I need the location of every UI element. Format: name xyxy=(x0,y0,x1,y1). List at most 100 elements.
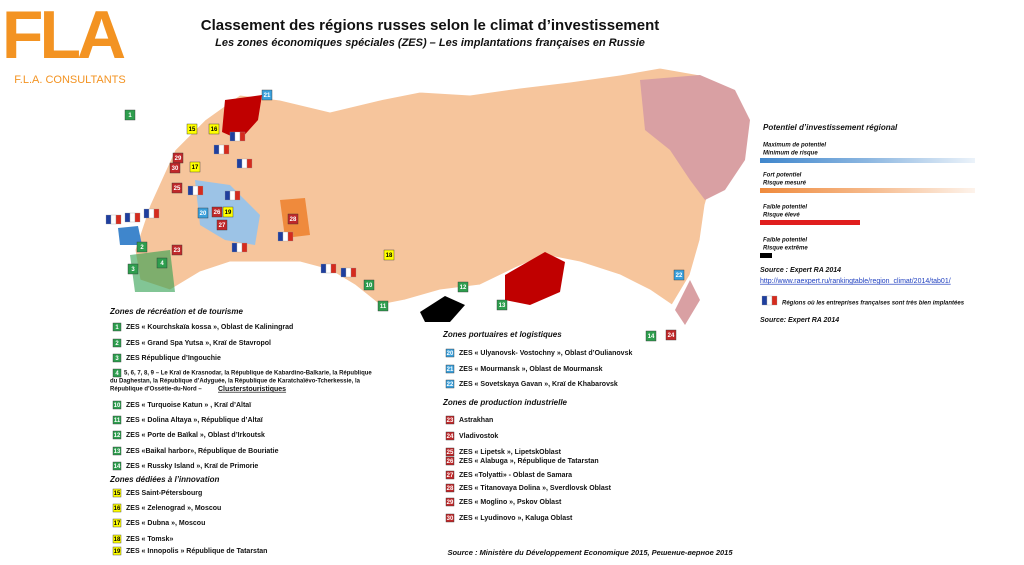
zone-item: ZES « Ulyanovsk- Vostochny », Oblast d’O… xyxy=(459,350,632,357)
flag xyxy=(761,295,768,306)
number-box xyxy=(197,207,209,219)
zone-item: ZES « Grand Spa Yutsa », Kraï de Stavrop… xyxy=(126,340,271,347)
zones: Zones de récréation et de tourisme 1 ZES «… xyxy=(109,307,632,556)
zone-title: Zones dédiées à l’innovation xyxy=(109,475,219,484)
number-box xyxy=(645,330,657,342)
number-box xyxy=(112,368,122,378)
number-label: 13 xyxy=(499,303,506,309)
logo-mark: FLA xyxy=(2,0,125,73)
zone-item: ZES «Baikal harbor», République de Bouri… xyxy=(126,448,279,455)
number-label: 25 xyxy=(174,186,181,192)
south-region xyxy=(118,226,142,245)
number-label: 12 xyxy=(114,433,121,439)
legend-bar xyxy=(760,253,772,258)
zone-item: ZES « Mourmansk », Oblast de Mourmansk xyxy=(459,366,603,373)
number-box xyxy=(363,279,375,291)
number-label: 20 xyxy=(447,351,454,357)
tuva-region xyxy=(420,296,465,322)
flag xyxy=(345,267,352,278)
far-east-region xyxy=(640,75,750,200)
zone-item: ZES « Innopolis » République de Tatarsta… xyxy=(126,548,267,555)
number-label: 28 xyxy=(447,486,454,492)
flag xyxy=(218,144,225,155)
number-label: 16 xyxy=(114,506,121,512)
number-label: 26 xyxy=(214,210,221,216)
number-label: 10 xyxy=(114,403,121,409)
zone-item: ZES « Sovetskaya Gavan », Kraï de Khabar… xyxy=(459,381,618,388)
number-label: 30 xyxy=(172,166,179,172)
number-label: 3 xyxy=(131,267,135,273)
legend-source-2: Source: Expert RA 2014 xyxy=(760,317,839,324)
number-box xyxy=(112,400,122,410)
flag xyxy=(134,212,141,223)
russia xyxy=(134,67,751,306)
flag xyxy=(287,231,294,242)
number-label: 24 xyxy=(447,434,454,440)
amur-region xyxy=(505,252,565,305)
number-box xyxy=(261,89,273,101)
number-box xyxy=(457,281,469,293)
number-label: 11 xyxy=(114,418,121,424)
number-box xyxy=(665,329,677,341)
zone-item: ZES « Alabuga », République de Tatarstan xyxy=(459,458,599,465)
flag xyxy=(197,185,204,196)
number-box xyxy=(445,470,455,480)
number-box xyxy=(216,219,228,231)
number-box xyxy=(186,123,198,135)
flag xyxy=(340,267,347,278)
flag xyxy=(143,208,150,219)
flag xyxy=(110,214,117,225)
number-box xyxy=(112,430,122,440)
number-box xyxy=(445,379,455,389)
number-label: 19 xyxy=(225,210,232,216)
zone-item: ZES « Moglino », Pskov Oblast xyxy=(459,499,562,506)
legend-label: Risque extrême xyxy=(763,246,808,252)
number-box xyxy=(112,534,122,544)
legend-label: Faible potentiel xyxy=(763,205,807,211)
number-box xyxy=(171,182,183,194)
flag xyxy=(246,158,253,169)
number-label: 23 xyxy=(174,248,181,254)
legend-label: Risque mesuré xyxy=(763,181,807,187)
number-label: 1 xyxy=(115,325,119,331)
north-west-region xyxy=(222,95,262,140)
number-box xyxy=(124,109,136,121)
zone-title: Zones portuaires et logistiques xyxy=(442,330,562,339)
number-box xyxy=(112,338,122,348)
number-box xyxy=(208,123,220,135)
flag xyxy=(148,208,155,219)
zone-item: Vladivostok xyxy=(459,433,498,440)
flag xyxy=(129,212,136,223)
flag xyxy=(766,295,773,306)
company: F.L.A. CONSULTANTS xyxy=(14,74,125,86)
number-label: 13 xyxy=(114,449,121,455)
flag xyxy=(241,242,248,253)
number-box xyxy=(112,546,122,556)
number-label: 17 xyxy=(192,165,199,171)
number-box xyxy=(445,456,455,466)
map xyxy=(118,67,751,325)
number-label: 18 xyxy=(386,253,393,259)
flag xyxy=(229,190,236,201)
zone-item: ZES « Zelenograd », Moscou xyxy=(126,505,221,512)
number-box xyxy=(112,446,122,456)
flag xyxy=(350,267,357,278)
number-label: 15 xyxy=(189,127,196,133)
legend-label: Maximum de potentiel xyxy=(763,143,826,149)
number-label: 2 xyxy=(115,341,119,347)
legend-label: Risque élevé xyxy=(763,213,800,219)
number-label: 4 xyxy=(115,371,119,377)
number-box xyxy=(445,447,455,457)
number-box xyxy=(171,244,183,256)
number-label: 22 xyxy=(676,273,683,279)
number-label: 30 xyxy=(447,516,454,522)
number-box xyxy=(169,162,181,174)
flag-note: Régions où les entreprises françaises so… xyxy=(782,301,965,307)
number-label: 19 xyxy=(114,549,121,555)
number-label: 27 xyxy=(447,473,454,479)
zone-item: ZES « Lipetsk », LipetskOblast xyxy=(459,449,562,456)
zone-title: Zones de production industrielle xyxy=(442,398,568,407)
zone-item: ZES « Kourchskaïa kossa », Oblast de Kal… xyxy=(126,324,293,331)
flag xyxy=(231,242,238,253)
